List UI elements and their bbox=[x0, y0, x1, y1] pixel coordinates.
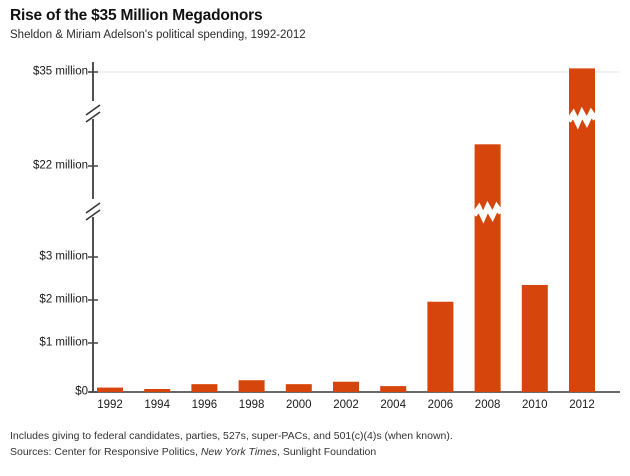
bar-1994 bbox=[144, 389, 171, 392]
chart-header: Rise of the $35 Million Megadonors Sheld… bbox=[10, 6, 620, 43]
bar-2012 bbox=[569, 68, 595, 392]
x-tick-label-2010: 2010 bbox=[522, 399, 548, 411]
bar-2004 bbox=[380, 386, 407, 392]
footer-sources-publication: New York Times bbox=[200, 446, 277, 458]
y-tick-label-22: $22 million bbox=[33, 159, 88, 172]
footer-sources: Sources: Center for Responsive Politics,… bbox=[10, 444, 625, 460]
bars-group bbox=[97, 68, 595, 392]
bar-2006 bbox=[427, 301, 454, 392]
footer-sources-suffix: , Sunlight Foundation bbox=[277, 446, 377, 458]
x-tick-label-2000: 2000 bbox=[286, 399, 312, 411]
bar-2008 bbox=[474, 144, 501, 392]
y-axis-labels: $0 $1 million $2 million $3 million $22 mill… bbox=[0, 0, 88, 415]
bar-2002 bbox=[333, 381, 359, 392]
bar-2000 bbox=[285, 384, 312, 392]
y-tick-label-2: $2 million bbox=[39, 293, 88, 306]
y-axis-break-mark-2 bbox=[85, 209, 101, 221]
footer-note: Includes giving to federal candidates, p… bbox=[10, 430, 453, 442]
y-tick-label-1: $1 million bbox=[39, 336, 88, 349]
bar-1992 bbox=[97, 387, 123, 392]
y-axis-break-mark-1 bbox=[85, 111, 101, 123]
bar-break-2008 bbox=[471, 200, 504, 224]
bar-1998 bbox=[238, 380, 265, 392]
x-tick-label-2002: 2002 bbox=[333, 399, 359, 411]
y-tick-label-0: $0 bbox=[75, 385, 88, 398]
y-tick-label-35: $35 million bbox=[33, 65, 88, 78]
bar-break-2012 bbox=[566, 106, 598, 130]
y-axis-break-mark-2 bbox=[85, 202, 101, 214]
chart-canvas bbox=[85, 62, 620, 393]
x-tick-label-1994: 1994 bbox=[144, 399, 170, 411]
bar-1996 bbox=[191, 384, 218, 392]
y-axis-break-mark-1 bbox=[85, 104, 101, 116]
x-tick-label-2006: 2006 bbox=[427, 399, 454, 411]
y-axis-ticks bbox=[88, 71, 98, 393]
chart-subtitle: Sheldon & Miriam Adelson's political spe… bbox=[10, 29, 306, 41]
x-tick-label-1992: 1992 bbox=[97, 399, 123, 411]
x-tick-label-1998: 1998 bbox=[238, 399, 265, 411]
x-tick-label-2004: 2004 bbox=[380, 399, 406, 411]
y-tick-label-3: $3 million bbox=[39, 250, 88, 263]
x-tick-label-2012: 2012 bbox=[569, 399, 595, 411]
x-tick-label-1996: 1996 bbox=[191, 399, 218, 411]
chart-title: Rise of the $35 Million Megadonors bbox=[10, 7, 263, 24]
chart-plot-area: $0 $1 million $2 million $3 million $22 mill… bbox=[0, 0, 620, 415]
chart-footer: Includes giving to federal candidates, p… bbox=[10, 428, 625, 460]
footer-sources-prefix: Sources: Center for Responsive Politics, bbox=[10, 446, 201, 458]
axis-break-marks bbox=[85, 101, 598, 224]
x-tick-label-2008: 2008 bbox=[474, 399, 501, 411]
bar-2010 bbox=[521, 284, 548, 392]
